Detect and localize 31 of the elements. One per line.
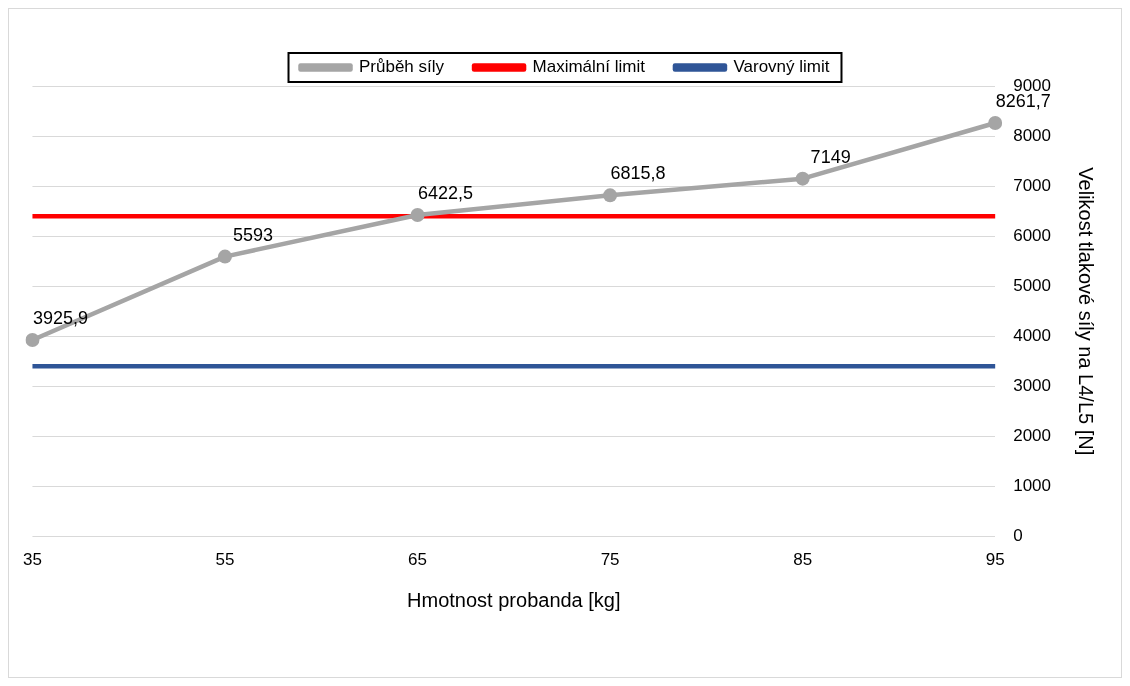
point (218, 249, 232, 264)
x-tick-label: 55 (215, 550, 235, 570)
x-tick-label: 75 (600, 550, 620, 570)
y-tick-label: 6000 (1013, 225, 1052, 245)
data-label: 3925,9 (32, 308, 88, 329)
x-tick-label: 85 (793, 550, 813, 570)
point (25, 333, 40, 348)
point (603, 188, 618, 203)
legend-label: Varovný limit (733, 57, 830, 77)
y-tick-label: 1000 (1013, 476, 1052, 496)
y-tick-label: 8000 (1013, 125, 1052, 145)
y-tick-label: 3000 (1013, 376, 1052, 396)
y-tick-label: 7000 (1013, 175, 1052, 195)
x-tick-label: 95 (985, 550, 1005, 570)
x-tick-label: 65 (408, 550, 428, 570)
y-tick-label: 4000 (1013, 326, 1052, 346)
y-axis-title: Velikost tlakové síly na L4/L5 [N] (1075, 167, 1098, 456)
x-axis-title: Hmotnost probanda [kg] (407, 588, 621, 611)
x-tick-label: 35 (22, 550, 42, 570)
data-label: 7149 (810, 146, 851, 167)
point (795, 171, 810, 186)
data-label: 6422,5 (418, 183, 474, 204)
y-tick-label: 2000 (1013, 426, 1052, 446)
y-tick-label: 5000 (1013, 275, 1052, 295)
point (988, 115, 1003, 130)
data-label: 5593 (232, 224, 274, 245)
legend-label: Maximální limit (532, 57, 646, 77)
y-tick-label: 0 (1013, 526, 1023, 546)
data-label: 6815,8 (610, 163, 666, 184)
legend-label: Průběh síly (359, 57, 445, 77)
point (410, 208, 425, 223)
